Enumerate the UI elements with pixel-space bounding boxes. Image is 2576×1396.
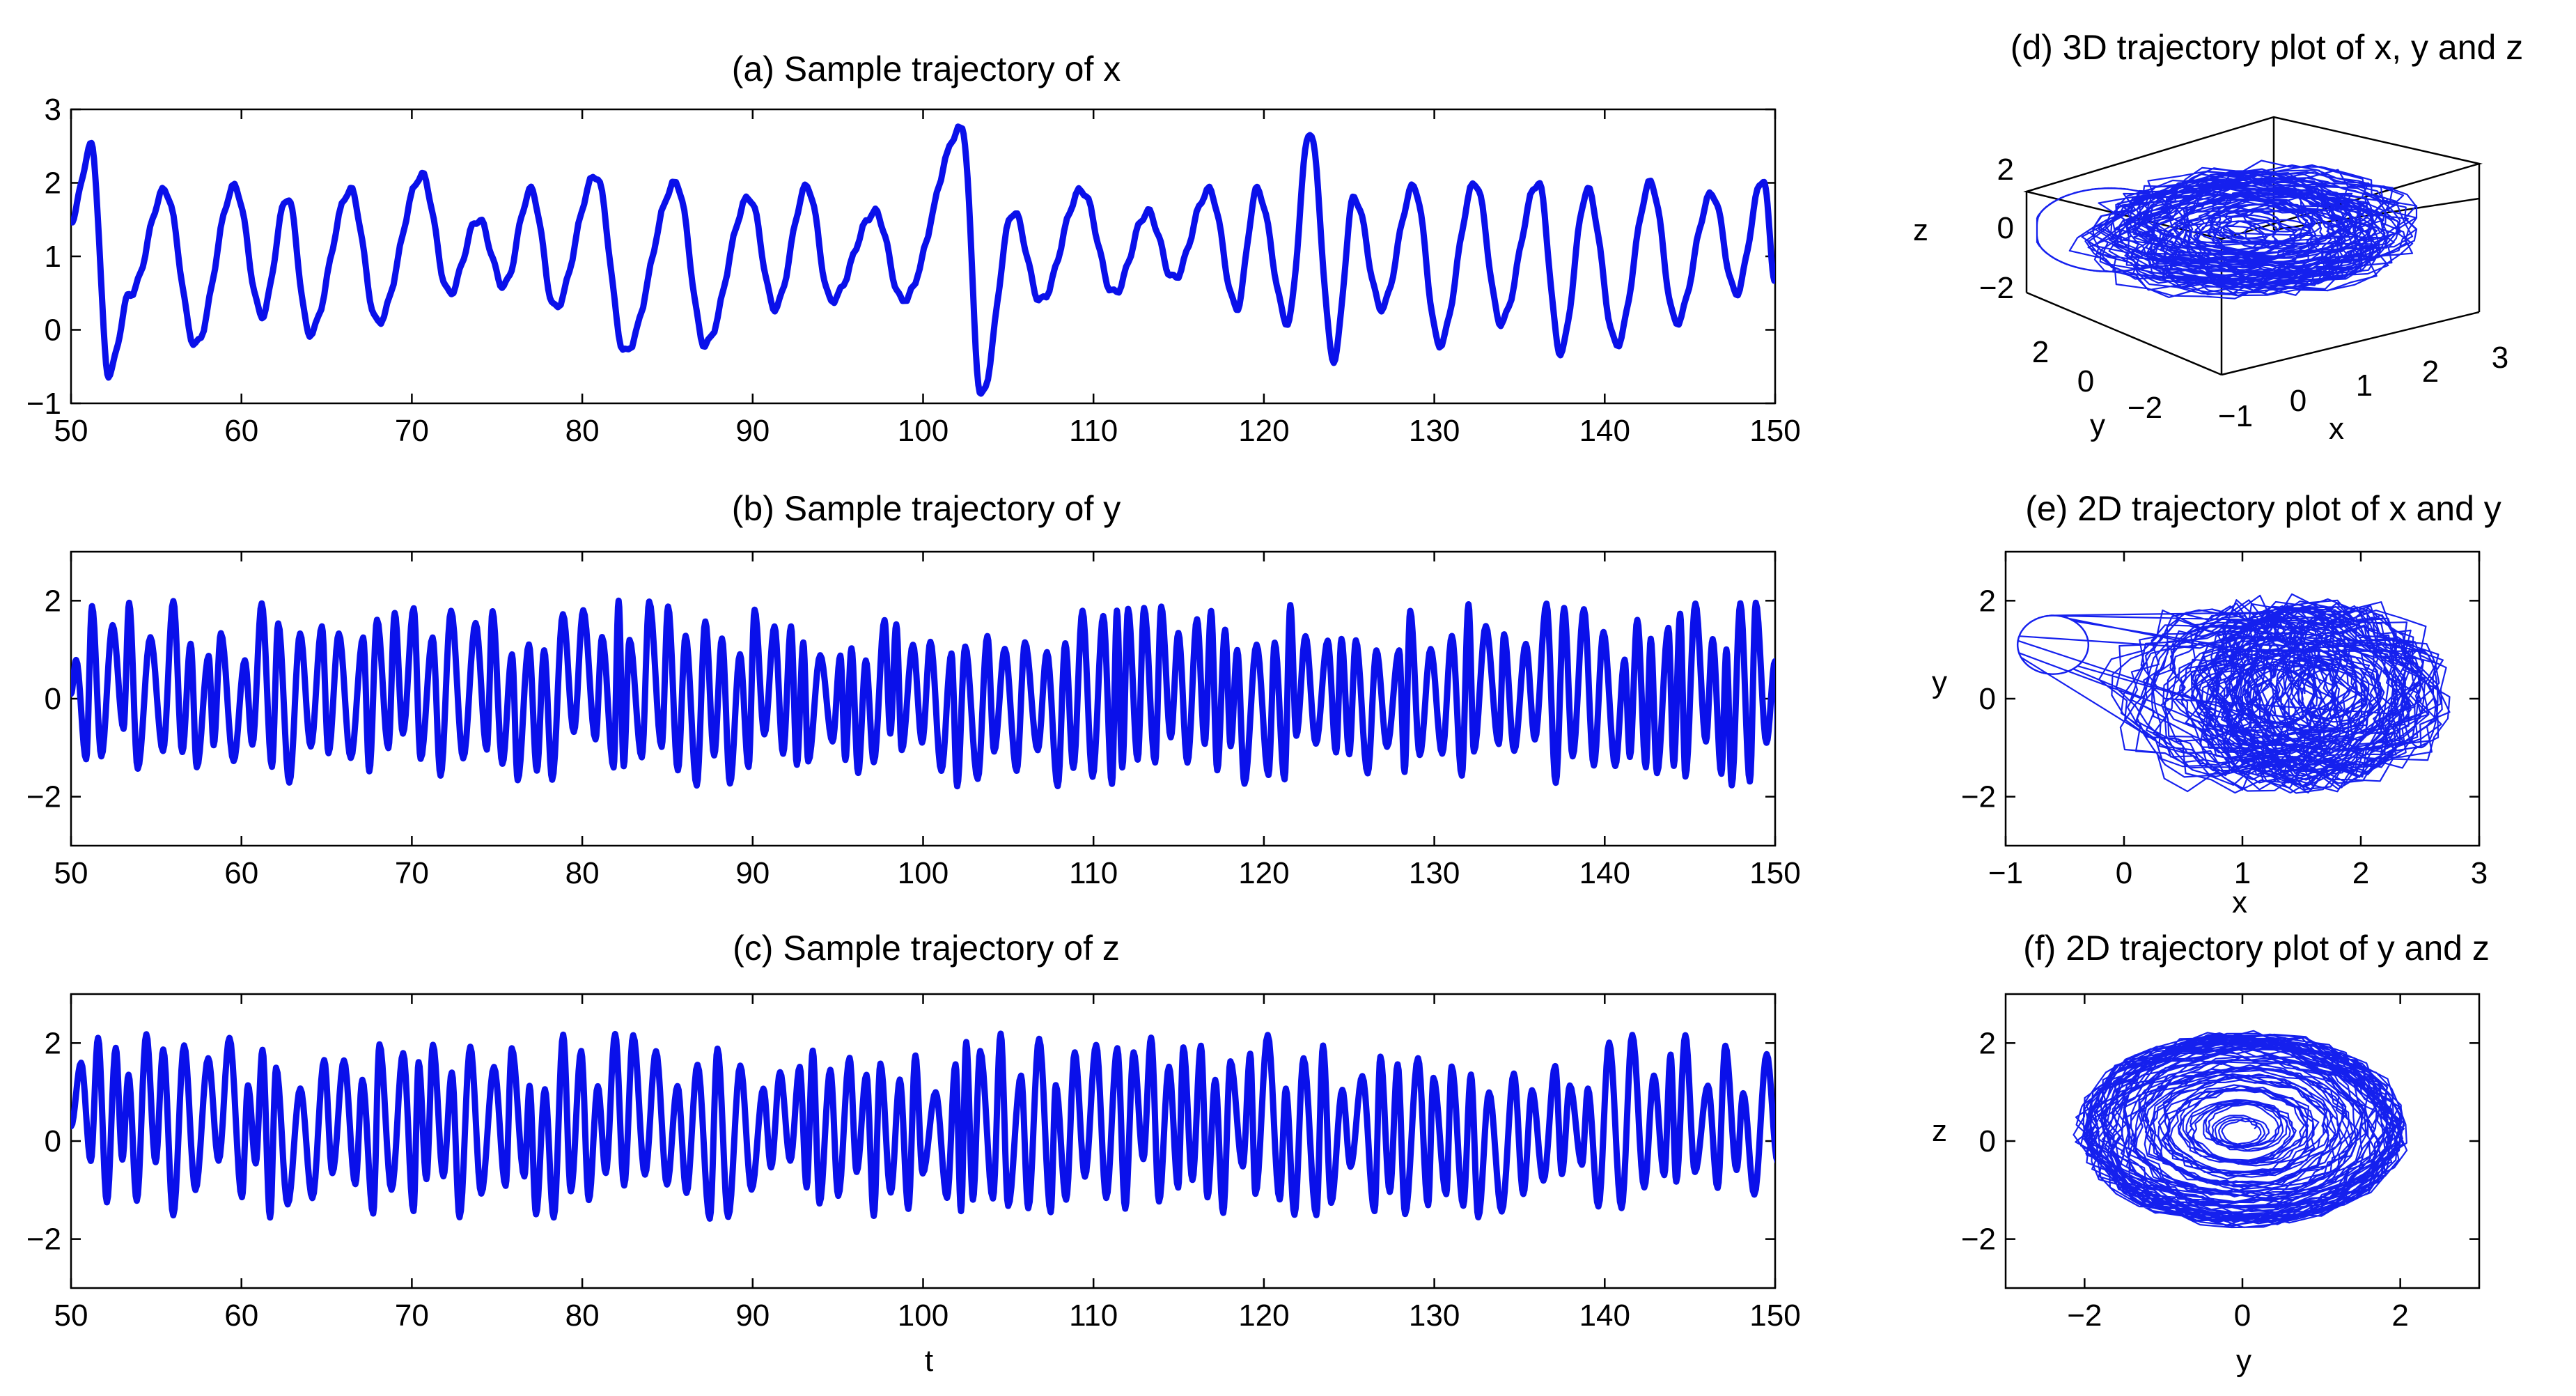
ytick-label-b: −2 <box>26 780 61 814</box>
title-a: (a) Sample trajectory of x <box>732 49 1121 88</box>
xlabel-f: y <box>2236 1344 2251 1378</box>
xtick-label-c: 70 <box>395 1298 429 1333</box>
xtick-label-c: 100 <box>898 1298 949 1333</box>
xlabel-d: x <box>2329 412 2344 446</box>
xtick-label-c: 90 <box>735 1298 770 1333</box>
ztick-d-0: 0 <box>1997 211 2014 245</box>
xlabel-e: x <box>2232 885 2247 920</box>
xtick-d-1: 1 <box>2356 369 2373 403</box>
axes-e: −1 0 1 2 3 −2 0 2 <box>1961 550 2488 890</box>
xtick-label-a: 90 <box>735 414 770 448</box>
xtick-label-a: 60 <box>224 414 258 448</box>
zlabel-d: z <box>1913 213 1928 247</box>
title-b: (b) Sample trajectory of y <box>732 489 1121 528</box>
box3d-edge-6 <box>2221 311 2480 376</box>
ztick-d-m2: −2 <box>1979 271 2014 305</box>
xtick-label-c: 150 <box>1749 1298 1800 1333</box>
ytick-d-2: 2 <box>2032 335 2049 369</box>
xtick-label-b: 100 <box>898 856 949 890</box>
xtick-label-a: 80 <box>565 414 600 448</box>
ytick-label-e: 0 <box>1979 682 1996 716</box>
xtick-label-e: 1 <box>2234 856 2251 890</box>
xtick-label-e: 2 <box>2352 856 2369 890</box>
title-e: (e) 2D trajectory plot of x and y <box>2025 489 2501 528</box>
ytick-label-f: 0 <box>1979 1124 1996 1158</box>
ylabel-e: y <box>1932 665 1947 699</box>
xtick-label-c: 110 <box>1069 1298 1118 1333</box>
xtick-label-c: 80 <box>565 1298 600 1333</box>
xtick-label-c: 140 <box>1579 1298 1630 1333</box>
xtick-label-f: −2 <box>2067 1298 2102 1333</box>
axes-b: 50 60 70 80 90 100 110 120 130 140 150 −2 0 2 <box>26 550 1801 890</box>
xtick-label-f: 0 <box>2234 1298 2251 1333</box>
xtick-label-a: 100 <box>898 414 949 448</box>
axes-a: 50 60 70 80 90 100 110 120 130 140 150 −1 0 1 2 3 <box>26 93 1801 448</box>
axes-f: −2 0 2 −2 0 2 <box>1961 993 2481 1333</box>
xtick-label-e: 3 <box>2471 856 2488 890</box>
xtick-label-a: 110 <box>1069 414 1118 448</box>
xtick-label-e: 0 <box>2116 856 2132 890</box>
xtick-label-a: 140 <box>1579 414 1630 448</box>
ytick-label-b: 2 <box>45 584 61 618</box>
title-d: (d) 3D trajectory plot of x, y and z <box>2011 28 2523 67</box>
ylabel-d: y <box>2090 408 2105 442</box>
xtick-label-b: 130 <box>1409 856 1460 890</box>
title-f: (f) 2D trajectory plot of y and z <box>2023 929 2490 968</box>
xtick-label-a: 50 <box>54 414 88 448</box>
xtick-label-c: 50 <box>54 1298 88 1333</box>
ytick-label-a: 0 <box>45 313 61 348</box>
xtick-label-b: 60 <box>224 856 258 890</box>
xtick-label-b: 80 <box>565 856 600 890</box>
title-c: (c) Sample trajectory of z <box>733 929 1120 968</box>
xtick-label-b: 150 <box>1749 856 1800 890</box>
series-line-c <box>71 1030 1775 1222</box>
xtick-d-0: 0 <box>2290 384 2306 418</box>
ytick-label-c: 2 <box>45 1026 61 1060</box>
xlabel-c: t <box>925 1344 933 1378</box>
xtick-label-b: 120 <box>1238 856 1289 890</box>
ztick-d-2: 2 <box>1997 153 2014 187</box>
xtick-label-c: 130 <box>1409 1298 1460 1333</box>
ytick-label-e: −2 <box>1961 780 1996 814</box>
xtick-label-b: 70 <box>395 856 429 890</box>
ytick-label-f: −2 <box>1961 1223 1996 1257</box>
ylabel-f: z <box>1932 1114 1947 1148</box>
xtick-label-b: 50 <box>54 856 88 890</box>
xtick-label-f: 2 <box>2391 1298 2408 1333</box>
axes-c: 50 60 70 80 90 100 110 120 130 140 150 −2 0 2 <box>26 993 1801 1333</box>
ytick-label-c: 0 <box>45 1124 61 1158</box>
xtick-label-a: 70 <box>395 414 429 448</box>
xtick-label-e: −1 <box>1988 856 2023 890</box>
ytick-label-c: −2 <box>26 1223 61 1257</box>
ytick-label-a: 2 <box>45 166 61 201</box>
box3d-edge-5 <box>2026 291 2222 376</box>
series-line-d <box>2036 160 2418 300</box>
xtick-label-a: 120 <box>1238 414 1289 448</box>
xtick-label-b: 140 <box>1579 856 1630 890</box>
series-line-e <box>2016 593 2451 794</box>
ytick-label-a: −1 <box>26 387 61 421</box>
xtick-label-a: 150 <box>1749 414 1800 448</box>
ytick-d-m2: −2 <box>2128 391 2162 425</box>
ytick-label-b: 0 <box>45 682 61 716</box>
xtick-label-b: 110 <box>1069 856 1118 890</box>
xtick-label-c: 120 <box>1238 1298 1289 1333</box>
xtick-label-c: 60 <box>224 1298 258 1333</box>
xtick-label-a: 130 <box>1409 414 1460 448</box>
ytick-label-e: 2 <box>1979 584 1996 618</box>
ytick-label-f: 2 <box>1979 1026 1996 1060</box>
xtick-d-3: 3 <box>2492 341 2508 375</box>
ytick-d-0: 0 <box>2077 364 2094 398</box>
ytick-label-a: 1 <box>45 240 61 274</box>
series-line-b <box>71 597 1775 790</box>
ytick-label-a: 3 <box>45 93 61 127</box>
series-line-f <box>2072 1030 2408 1229</box>
xtick-d-2: 2 <box>2422 355 2439 389</box>
xtick-label-b: 90 <box>735 856 770 890</box>
series-line-a <box>71 123 1775 397</box>
xtick-d-m1: −1 <box>2218 399 2253 433</box>
